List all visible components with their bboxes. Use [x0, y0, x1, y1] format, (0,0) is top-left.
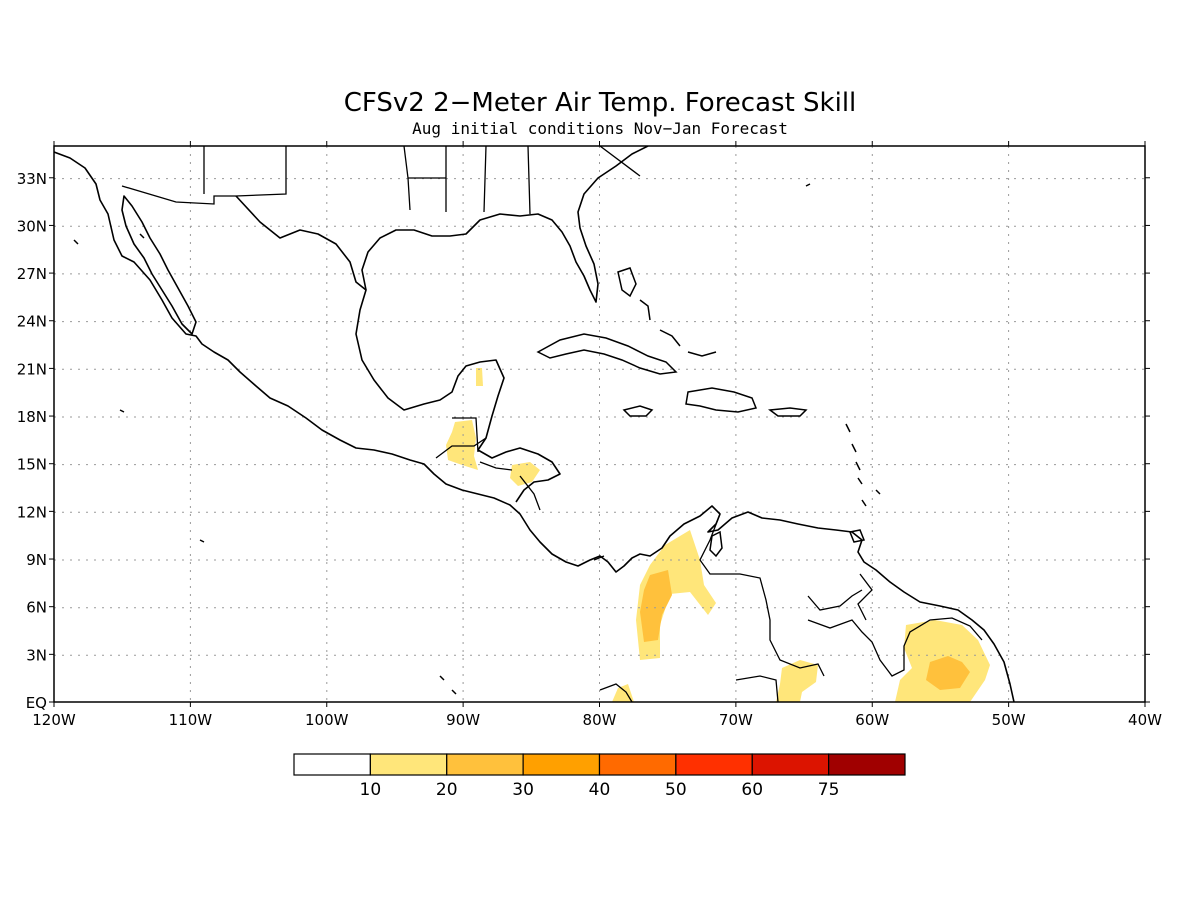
skill-region-honduras	[510, 462, 540, 486]
caribbean-islands	[73, 183, 881, 695]
lat-tick-label: 15N	[17, 456, 47, 474]
island-lesser-antilles	[845, 423, 881, 507]
lon-tick-label: 40W	[1128, 711, 1162, 729]
colorbar-swatch	[828, 753, 906, 776]
border-south-america	[599, 513, 983, 702]
lat-tick-label: EQ	[26, 694, 47, 712]
colorbar-label: 40	[589, 780, 611, 800]
lon-tick-label: 100W	[305, 711, 349, 729]
skill-region-ecuador	[612, 684, 634, 702]
lat-tick-label: 27N	[17, 265, 47, 283]
coastline-baja-california	[121, 195, 197, 335]
colorbar-swatch	[598, 753, 677, 776]
skill-region-venezuela-south	[776, 660, 818, 702]
coastlines	[54, 146, 1015, 702]
colorbar-label: 75	[818, 780, 840, 800]
island-bermuda-dots	[73, 183, 811, 695]
map-title: CFSv2 2−Meter Air Temp. Forecast Skill	[344, 88, 857, 118]
colorbar-label: 20	[436, 780, 458, 800]
colorbar-label: 30	[512, 780, 534, 800]
colorbar-swatch	[675, 753, 753, 776]
lat-tick-label: 9N	[26, 551, 47, 569]
map-subtitle: Aug initial conditions Nov−Jan Forecast	[412, 119, 788, 138]
lon-tick-label: 110W	[169, 711, 213, 729]
lat-tick-label: 3N	[26, 646, 47, 664]
lon-tick-label: 60W	[855, 711, 889, 729]
lon-tick-label: 80W	[583, 711, 617, 729]
map-area	[54, 146, 1145, 702]
colorbar-swatch	[369, 753, 448, 776]
skill-region-guatemala	[446, 420, 478, 470]
colorbar-swatch	[522, 753, 601, 776]
skill-shading-layer	[446, 368, 990, 702]
coastline-us-gulf-florida	[361, 146, 649, 303]
colorbar-label: 10	[360, 780, 382, 800]
island-puerto-rico	[768, 407, 808, 417]
island-jamaica	[622, 405, 654, 417]
colorbar: 10 20 30 40 50 60 75	[293, 753, 906, 800]
island-cuba	[536, 333, 678, 375]
coastline-mexico-central-america	[54, 151, 1015, 702]
border-us-mexico	[121, 146, 641, 215]
border-central-america	[435, 417, 605, 561]
island-bahamas	[617, 267, 717, 357]
lat-tick-label: 12N	[17, 503, 47, 521]
colorbar-swatch	[293, 753, 371, 776]
island-trinidad	[848, 529, 866, 543]
lon-tick-label: 70W	[719, 711, 753, 729]
skill-region-yucatan	[476, 368, 483, 386]
colorbar-label: 60	[741, 780, 763, 800]
border-venezuela	[807, 589, 863, 611]
skill-region-colombia-north	[676, 537, 694, 556]
colorbar-swatch	[446, 753, 524, 776]
lon-tick-label: 90W	[446, 711, 480, 729]
gridlines	[54, 146, 1145, 702]
lat-tick-label: 33N	[17, 170, 47, 188]
lat-tick-label: 24N	[17, 313, 47, 331]
lat-tick-label: 18N	[17, 408, 47, 426]
colorbar-swatch	[751, 753, 830, 776]
island-hispaniola	[685, 387, 758, 413]
lon-tick-label: 120W	[32, 711, 76, 729]
skill-region-colombia-west	[640, 570, 672, 642]
island-lake-maracaibo	[709, 530, 723, 558]
lat-tick-label: 21N	[17, 360, 47, 378]
lat-tick-label: 30N	[17, 217, 47, 235]
lat-tick-label: 6N	[26, 599, 47, 617]
lon-tick-label: 50W	[992, 711, 1026, 729]
colorbar-label: 50	[665, 780, 687, 800]
coastline-gulf-of-mexico	[235, 195, 561, 503]
skill-region-suriname-core	[926, 656, 970, 690]
